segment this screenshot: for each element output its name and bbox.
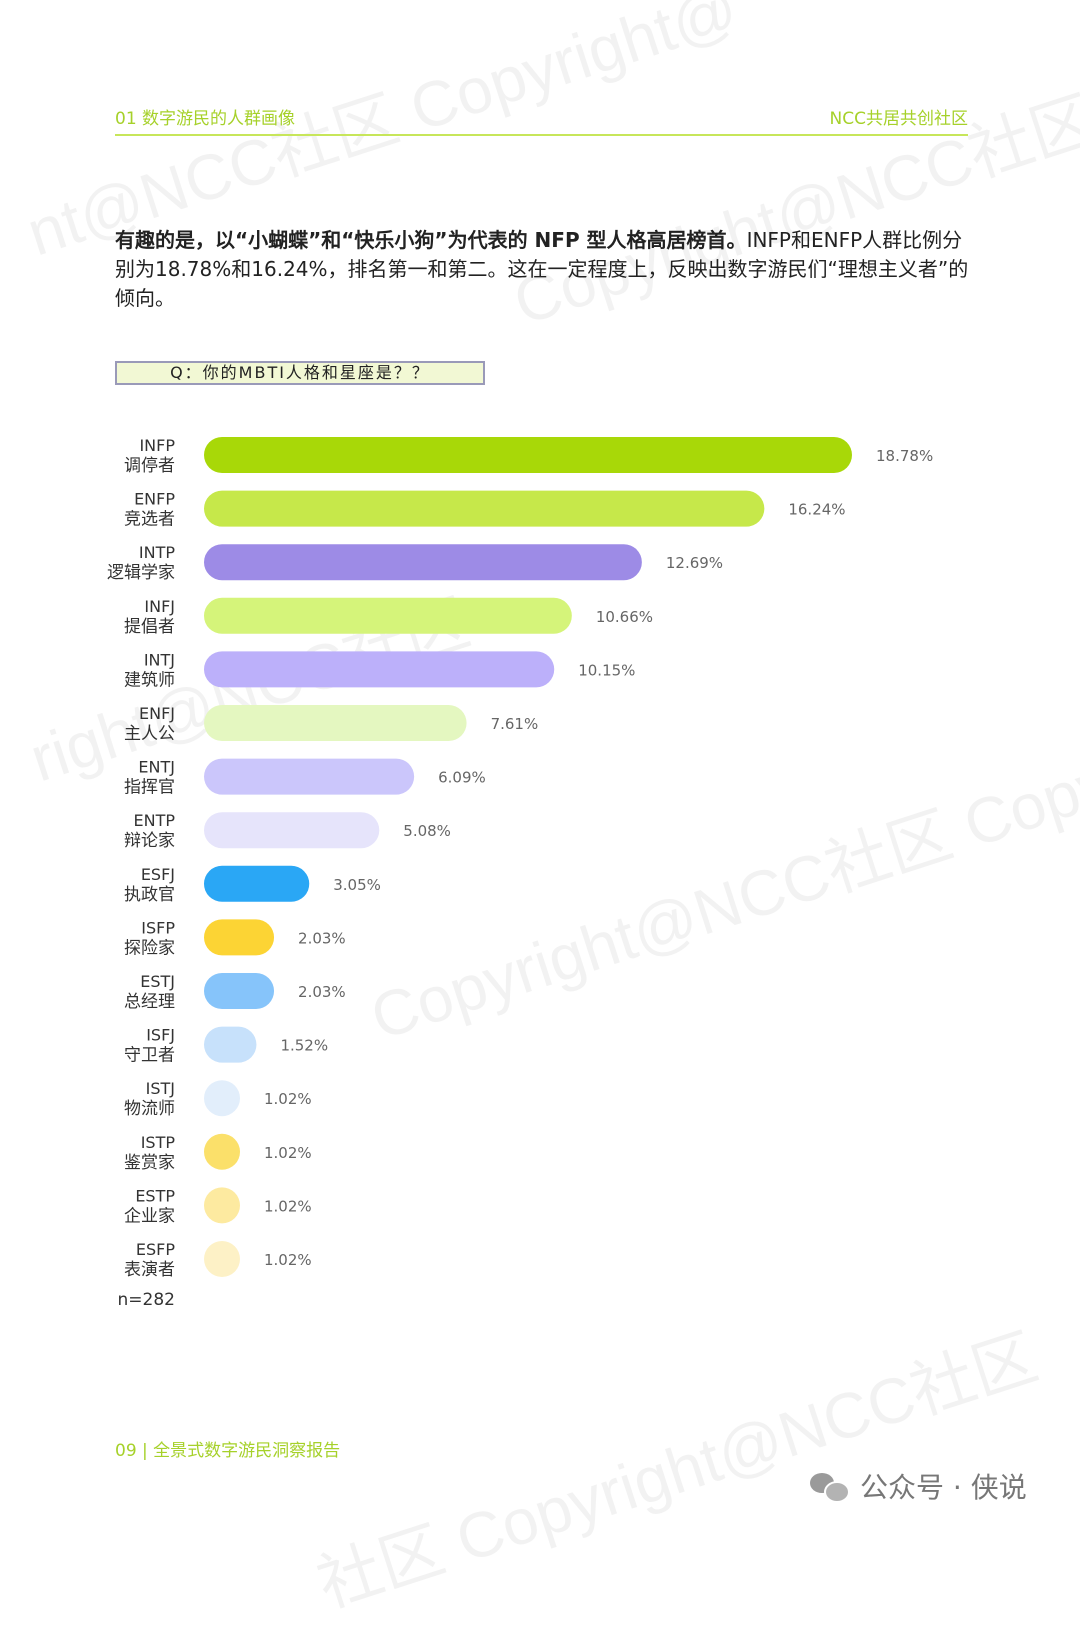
value-label: 12.69% <box>666 554 723 572</box>
category-code-label: INFJ <box>144 597 175 616</box>
category-name-label: 指挥官 <box>124 778 175 798</box>
value-label: 1.52% <box>280 1037 328 1055</box>
intro-bold: 有趣的是，以“小蝴蝶”和“快乐小狗”为代表的 NFP 型人格高居榜首。 <box>115 228 747 252</box>
category-name-label: 总经理 <box>124 992 175 1012</box>
section-title: 01 数字游民的人群画像 <box>115 109 296 129</box>
value-label: 7.61% <box>491 715 539 733</box>
value-label: 2.03% <box>298 929 346 947</box>
category-name-label: 调停者 <box>124 456 175 476</box>
category-name-label: 守卫者 <box>124 1046 175 1066</box>
bar-istj <box>204 1080 240 1117</box>
value-label: 5.08% <box>403 822 451 840</box>
value-label: 1.02% <box>264 1197 312 1215</box>
bar-enfj <box>204 705 467 741</box>
page-header: 01 数字游民的人群画像 NCC共居共创社区 <box>115 100 968 136</box>
value-label: 3.05% <box>333 876 381 894</box>
footer-account: 公众号 · 侠说 <box>810 1466 1027 1506</box>
category-name-label: 建筑师 <box>124 670 175 690</box>
category-name-label: 鉴赏家 <box>124 1153 175 1173</box>
bar-esfj <box>204 865 310 902</box>
footer-account-label: 公众号 · 侠说 <box>860 1471 1027 1504</box>
bar-enfp <box>204 490 765 527</box>
category-name-label: 主人公 <box>124 724 175 744</box>
question-box: Q：你的MBTI人格和星座是？？ <box>115 361 485 385</box>
category-code-label: ISTJ <box>146 1079 175 1098</box>
category-name-label: 表演者 <box>124 1260 175 1280</box>
category-code-label: ESTP <box>135 1186 175 1205</box>
bar-intp <box>204 544 642 581</box>
category-code-label: INTP <box>139 543 175 562</box>
category-name-label: 竞选者 <box>124 510 175 530</box>
bar-isfp <box>204 919 275 956</box>
value-label: 10.15% <box>578 661 635 679</box>
category-code-label: ISTP <box>141 1133 176 1152</box>
value-label: 6.09% <box>438 769 486 787</box>
bar-esfp <box>204 1241 240 1277</box>
bar-entp <box>204 812 380 849</box>
bar-estp <box>204 1187 240 1224</box>
brand-name: NCC共居共创社区 <box>829 109 968 129</box>
category-name-label: 执政官 <box>124 885 175 905</box>
category-code-label: ESTJ <box>140 972 175 991</box>
category-code-label: ISFP <box>141 918 175 937</box>
category-code-label: INFP <box>139 436 175 455</box>
category-name-label: 探险家 <box>124 938 175 958</box>
value-label: 1.02% <box>264 1144 312 1162</box>
category-name-label: 企业家 <box>124 1206 175 1226</box>
category-name-label: 辩论家 <box>124 831 175 851</box>
category-code-label: ENTP <box>134 811 176 830</box>
bar-istp <box>204 1133 240 1170</box>
footer-report-title: 09 | 全景式数字游民洞察报告 <box>115 1441 341 1461</box>
bar-intj <box>204 651 555 688</box>
category-code-label: ESFJ <box>141 865 175 884</box>
bar-estj <box>204 973 275 1009</box>
bar-isfj <box>204 1026 257 1063</box>
category-name-label: 逻辑学家 <box>107 563 175 583</box>
wechat-icon <box>810 1471 850 1503</box>
bar-infp <box>204 437 852 473</box>
value-label: 2.03% <box>298 983 346 1001</box>
category-name-label: 物流师 <box>124 1099 175 1119</box>
intro-text: INFP和ENFP人群比例分别为18.78%和16.24%，排名第一和第二。这在… <box>115 228 969 310</box>
value-label: 16.24% <box>788 501 845 519</box>
sample-size-note: n=282 <box>118 1290 175 1310</box>
intro-paragraph: 有趣的是，以“小蝴蝶”和“快乐小狗”为代表的 NFP 型人格高居榜首。INFP和… <box>115 226 975 313</box>
value-label: 10.66% <box>596 608 653 626</box>
category-code-label: ENFJ <box>139 704 175 723</box>
category-code-label: ENTJ <box>138 758 175 777</box>
category-code-label: ENFP <box>134 490 175 509</box>
category-code-label: ISFJ <box>146 1026 175 1045</box>
value-label: 1.02% <box>264 1090 312 1108</box>
category-name-label: 提倡者 <box>124 617 175 637</box>
category-code-label: ESFP <box>136 1240 175 1259</box>
category-code-label: INTJ <box>144 650 175 669</box>
value-label: 18.78% <box>876 447 933 465</box>
bar-entj <box>204 758 415 795</box>
value-label: 1.02% <box>264 1251 312 1269</box>
bar-infj <box>204 597 572 634</box>
